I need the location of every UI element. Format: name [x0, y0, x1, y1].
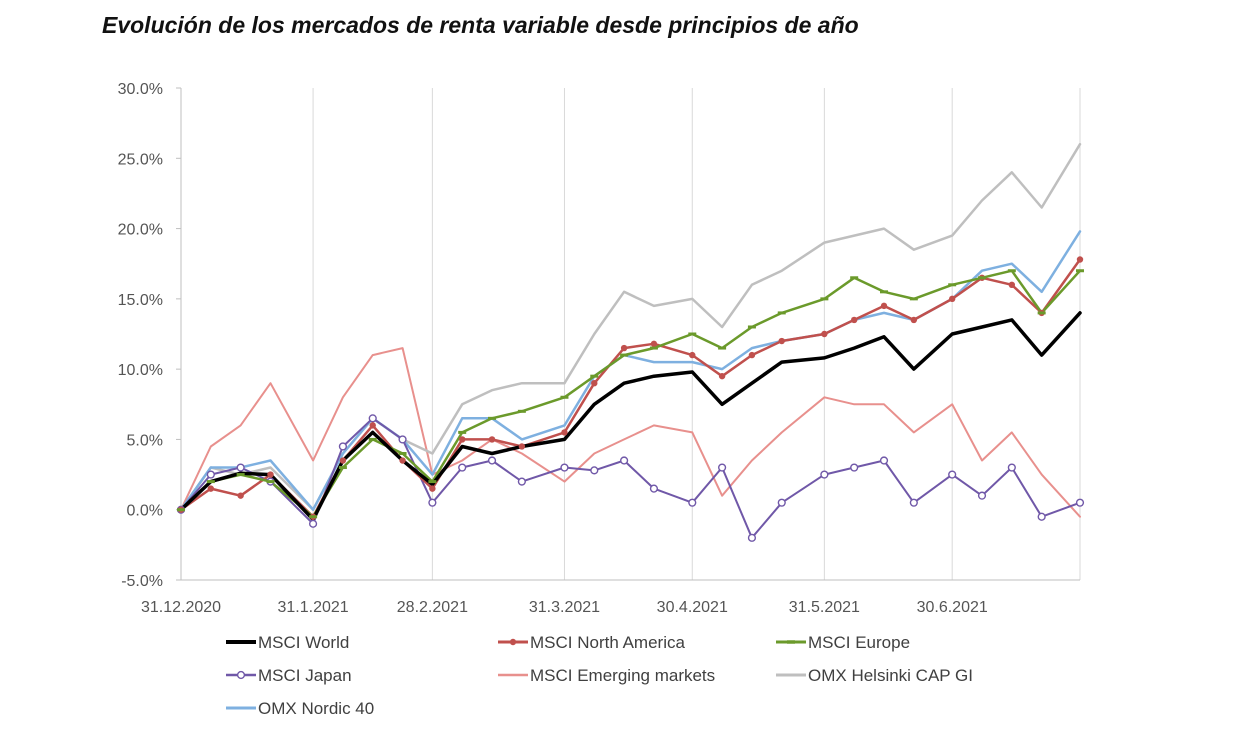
data-point — [880, 302, 888, 310]
series-markers — [176, 256, 1085, 542]
legend-label: MSCI Japan — [258, 666, 352, 685]
data-point — [207, 485, 215, 492]
y-tick-label: 30.0% — [118, 81, 163, 98]
data-point — [977, 491, 987, 500]
data-point — [339, 457, 347, 464]
data-point — [1007, 463, 1016, 472]
data-point — [487, 456, 497, 465]
data-point — [206, 470, 215, 479]
y-tick-label: 5.0% — [127, 432, 163, 449]
legend-item: MSCI Emerging markets — [498, 666, 715, 685]
data-point — [561, 429, 568, 436]
y-tick-label: 20.0% — [118, 222, 163, 239]
x-tick-label: 31.1.2021 — [277, 599, 348, 616]
legend-marker — [236, 670, 246, 680]
gridlines — [312, 88, 1081, 580]
data-point — [1075, 498, 1085, 507]
data-point — [910, 316, 918, 324]
x-tick-label: 31.12.2020 — [141, 599, 221, 616]
data-point — [1076, 256, 1084, 263]
chart-title: Evolución de los mercados de renta varia… — [102, 12, 859, 38]
data-point — [620, 344, 628, 352]
data-point — [850, 316, 858, 324]
data-point — [821, 330, 828, 338]
data-point — [689, 351, 696, 359]
data-point — [879, 456, 889, 465]
data-point — [267, 471, 274, 478]
data-point — [777, 498, 786, 507]
series-line — [179, 311, 1082, 522]
data-point — [308, 519, 318, 528]
legend: MSCI World MSCI North America MSCI Europe M… — [226, 633, 973, 718]
series-lines — [179, 142, 1082, 539]
data-point — [590, 466, 599, 475]
legend-item: OMX Helsinki CAP GI — [776, 666, 973, 685]
x-tick-label: 31.3.2021 — [529, 599, 600, 616]
data-point — [398, 435, 407, 444]
y-tick-label: 25.0% — [118, 151, 163, 168]
data-point — [620, 456, 629, 465]
legend-item: OMX Nordic 40 — [226, 699, 374, 718]
legend-item: MSCI Europe — [776, 633, 910, 652]
data-point — [748, 351, 756, 359]
data-point — [399, 457, 406, 464]
data-point — [1008, 281, 1016, 288]
legend-item: MSCI World — [226, 633, 349, 652]
data-point — [909, 498, 918, 507]
data-point — [948, 470, 957, 479]
data-point — [488, 436, 496, 443]
legend-label: OMX Helsinki CAP GI — [808, 666, 973, 685]
data-point — [517, 477, 526, 486]
axes: 31.12.2020 31.1.2021 28.2.2021 31.3.2021 30.… — [118, 81, 1080, 616]
data-point — [688, 498, 697, 507]
data-point — [459, 436, 466, 443]
data-point — [458, 463, 467, 472]
y-tick-label: 15.0% — [118, 292, 163, 309]
x-tick-label: 30.4.2021 — [657, 599, 728, 616]
x-tick-label: 28.2.2021 — [397, 599, 468, 616]
data-point — [369, 422, 376, 429]
data-point — [518, 443, 526, 450]
legend-label: MSCI North America — [530, 633, 685, 652]
legend-label: MSCI Europe — [808, 633, 910, 652]
legend-item: MSCI Japan — [226, 666, 352, 685]
y-tick-label: 10.0% — [118, 362, 163, 379]
data-point — [429, 485, 436, 492]
y-tick-label: 0.0% — [127, 503, 163, 520]
data-point — [591, 380, 598, 387]
data-point — [948, 295, 956, 303]
data-point — [778, 337, 785, 345]
data-point — [850, 463, 859, 472]
data-point — [649, 484, 659, 493]
data-point — [338, 442, 348, 451]
x-tick-label: 30.6.2021 — [917, 599, 988, 616]
data-point — [747, 533, 757, 542]
data-point — [236, 463, 245, 472]
data-point — [820, 470, 829, 479]
legend-label: MSCI Emerging markets — [530, 666, 715, 685]
data-point — [560, 463, 569, 472]
legend-label: OMX Nordic 40 — [258, 699, 374, 718]
data-point — [368, 414, 377, 423]
series-line — [180, 347, 1081, 518]
legend-label: MSCI World — [258, 633, 349, 652]
data-point — [1037, 512, 1046, 521]
legend-item: MSCI North America — [498, 633, 685, 652]
data-point — [650, 340, 658, 348]
data-point — [718, 372, 726, 380]
series-line — [179, 258, 1082, 518]
data-point — [718, 463, 727, 472]
data-point — [428, 498, 437, 507]
x-tick-label: 31.5.2021 — [789, 599, 860, 616]
series-line — [179, 230, 1082, 511]
y-tick-label: -5.0% — [121, 573, 163, 590]
legend-marker — [509, 638, 517, 646]
data-point — [237, 492, 244, 499]
